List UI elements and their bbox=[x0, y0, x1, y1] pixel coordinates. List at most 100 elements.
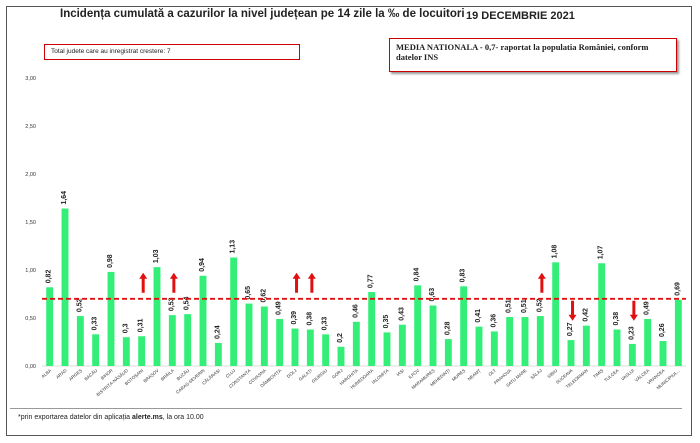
bar bbox=[613, 329, 621, 366]
value-label: 0,26 bbox=[659, 323, 666, 337]
value-label: 0,33 bbox=[92, 317, 99, 331]
footnote-divider bbox=[10, 408, 682, 409]
y-tick-label: 0,00 bbox=[25, 364, 36, 370]
bar bbox=[276, 318, 284, 366]
category-label: VASLUI bbox=[620, 368, 635, 382]
value-label: 0,54 bbox=[184, 296, 191, 310]
value-label: 0,62 bbox=[260, 289, 267, 303]
bar bbox=[184, 314, 192, 366]
value-label: 0,49 bbox=[644, 301, 651, 315]
y-tick-label: 1,50 bbox=[25, 220, 36, 226]
value-label: 0,46 bbox=[352, 304, 359, 318]
y-tick-label: 2,50 bbox=[25, 124, 36, 130]
bar bbox=[168, 315, 176, 366]
y-tick-label: 0,50 bbox=[25, 316, 36, 322]
bar bbox=[398, 324, 406, 366]
value-label: 1,64 bbox=[61, 191, 68, 205]
bar bbox=[490, 331, 498, 366]
category-label: NEAMȚ bbox=[467, 368, 482, 382]
trend-up-arrow-icon bbox=[537, 272, 546, 293]
value-label: 0,77 bbox=[368, 274, 375, 288]
bar bbox=[659, 341, 667, 366]
value-label: 0,35 bbox=[383, 315, 390, 329]
bar bbox=[322, 334, 330, 366]
bar bbox=[291, 328, 299, 366]
bar bbox=[644, 318, 652, 366]
footnote-source: alerte.ms bbox=[132, 414, 163, 421]
bar bbox=[153, 267, 161, 366]
bar bbox=[582, 325, 590, 366]
category-label: SIBIU bbox=[546, 368, 558, 379]
bar bbox=[368, 292, 376, 366]
chart-title: Incidența cumulată a cazurilor la nivel … bbox=[60, 8, 465, 20]
value-label: 0,51 bbox=[506, 299, 513, 313]
category-label: TULCEA bbox=[603, 368, 620, 383]
bar bbox=[107, 271, 115, 366]
category-label: ARAD bbox=[55, 368, 68, 380]
footnote: *prin exportarea datelor din aplicația a… bbox=[18, 414, 204, 421]
bar bbox=[337, 346, 345, 366]
bar bbox=[628, 343, 636, 366]
y-tick-label: 2,00 bbox=[25, 172, 36, 178]
category-label: GIURGIU bbox=[311, 368, 329, 384]
y-tick-label: 3,00 bbox=[25, 76, 36, 82]
footnote-prefix: *prin exportarea datelor din aplicația bbox=[18, 414, 133, 421]
value-label: 0,84 bbox=[414, 268, 421, 282]
bar bbox=[92, 334, 100, 366]
value-label: 0,51 bbox=[521, 299, 528, 313]
value-label: 0,98 bbox=[107, 254, 114, 268]
category-label: DOLJ bbox=[286, 368, 298, 379]
bar bbox=[260, 306, 268, 366]
bar bbox=[414, 285, 422, 366]
trend-down-arrow-icon bbox=[629, 300, 638, 321]
bar bbox=[245, 303, 253, 366]
trend-up-arrow-icon bbox=[139, 272, 148, 293]
bar bbox=[76, 316, 84, 366]
category-label: IAȘI bbox=[395, 368, 405, 377]
bar bbox=[429, 305, 437, 366]
y-tick-label: 1,00 bbox=[25, 268, 36, 274]
value-label: 0,2 bbox=[337, 333, 344, 343]
bar bbox=[230, 257, 238, 366]
bar bbox=[521, 317, 529, 366]
value-label: 0,39 bbox=[291, 311, 298, 325]
category-label: ARGEȘ bbox=[68, 368, 83, 382]
bar bbox=[352, 321, 360, 366]
value-label: 0,3 bbox=[122, 323, 129, 333]
category-label: BRAȘOV bbox=[142, 368, 159, 384]
bar bbox=[383, 332, 391, 366]
bar bbox=[674, 299, 682, 366]
category-label: SĂLAJ bbox=[529, 368, 543, 380]
value-label: 0,94 bbox=[199, 258, 206, 272]
trend-up-arrow-icon bbox=[307, 272, 316, 293]
category-label: ALBA bbox=[40, 368, 52, 379]
trend-up-arrow-icon bbox=[169, 272, 178, 293]
category-label: TIMIȘ bbox=[592, 368, 604, 379]
report-date: 19 DECEMBRIE 2021 bbox=[466, 10, 575, 22]
value-label: 0,27 bbox=[567, 322, 574, 336]
bar bbox=[567, 340, 575, 366]
trend-up-arrow-icon bbox=[292, 272, 301, 293]
footnote-suffix: , la ora 10.00 bbox=[162, 414, 204, 421]
national-average-box: MEDIA NATIONALA - 0,7- raportat la popul… bbox=[389, 38, 677, 72]
value-label: 0,49 bbox=[276, 301, 283, 315]
category-label: ILFOV bbox=[407, 368, 420, 380]
bar bbox=[214, 342, 222, 366]
bar bbox=[552, 262, 560, 366]
value-label: 0,82 bbox=[46, 270, 53, 284]
value-label: 1,13 bbox=[230, 240, 237, 254]
value-label: 0,42 bbox=[582, 308, 589, 322]
bar bbox=[122, 337, 130, 366]
value-label: 0,53 bbox=[168, 297, 175, 311]
value-label: 0,52 bbox=[76, 298, 83, 312]
bar bbox=[138, 336, 146, 366]
bar bbox=[475, 326, 483, 366]
value-label: 1,08 bbox=[552, 245, 559, 259]
category-label: IALOMIȚA bbox=[371, 368, 390, 385]
category-label: BACĂU bbox=[83, 368, 98, 382]
bar bbox=[506, 317, 514, 366]
bar bbox=[46, 287, 54, 366]
rising-counties-box: Total judete care au inregistrat crester… bbox=[44, 44, 300, 60]
value-label: 0,31 bbox=[138, 319, 145, 333]
